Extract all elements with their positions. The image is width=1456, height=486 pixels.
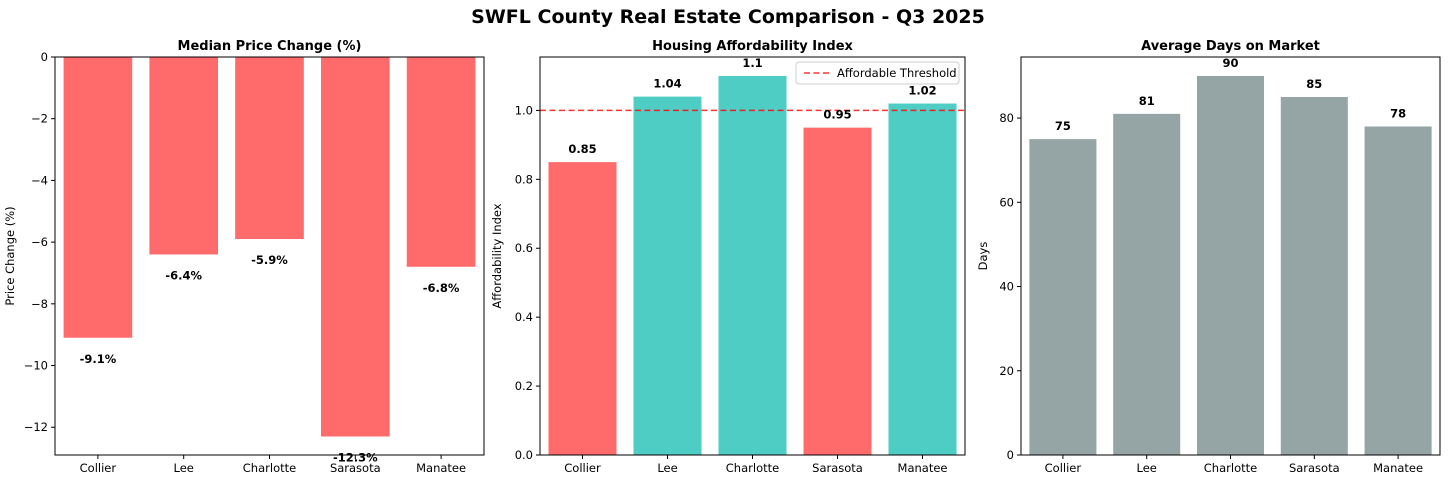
subplot-1: Median Price Change (%)-9.1%-6.4%-5.9%-1… — [3, 39, 485, 475]
subplot-3: Average Days on Market 75 81 90 85 78 0 20 40 60 8… — [976, 39, 1441, 475]
data-label-lee: -6.4% — [165, 268, 202, 282]
subplots: Median Price Change (%)-9.1%-6.4%-5.9%-1… — [3, 39, 1441, 475]
legend-box — [795, 61, 960, 85]
x-tick-label: Charlotte — [243, 461, 296, 475]
bar-charlotte — [1196, 75, 1265, 455]
subplot-title: Housing Affordability Index — [652, 39, 853, 54]
data-label-charlotte: -5.9% — [251, 253, 288, 267]
x-tick-label: Manatee — [1373, 461, 1423, 475]
data-label-lee: 81 — [1139, 94, 1155, 108]
x-tick-label: Collier — [1045, 461, 1082, 475]
y-tick-label: −4 — [31, 173, 48, 187]
data-label-manatee: 1.02 — [908, 84, 936, 98]
bar-charlotte — [718, 75, 787, 455]
bar-lee — [1113, 113, 1181, 455]
figure-title: SWFL County Real Estate Comparison - Q3 … — [471, 6, 985, 28]
bar-manatee — [888, 103, 957, 456]
y-tick-label: −2 — [31, 112, 48, 126]
y-tick-label: −10 — [24, 359, 48, 373]
y-tick-label: 80 — [999, 111, 1014, 125]
legend-threshold-label: Affordable Threshold — [837, 66, 957, 80]
y-tick-label: 0.2 — [515, 379, 533, 393]
y-tick-label: 0 — [1007, 448, 1014, 462]
x-tick-label: Charlotte — [1204, 461, 1257, 475]
subplot-title: Average Days on Market — [1141, 39, 1320, 54]
y-tick-label: −6 — [31, 235, 48, 249]
y-tick-label: −12 — [24, 420, 48, 434]
x-tick-label: Sarasota — [812, 461, 863, 475]
y-axis-label: Days — [976, 242, 990, 271]
x-tick-label: Lee — [1137, 461, 1157, 475]
bar-lee — [149, 57, 219, 255]
x-tick-label: Manatee — [898, 461, 948, 475]
data-label-lee: 1.04 — [653, 77, 681, 91]
y-tick-label: 0.6 — [515, 241, 533, 255]
x-tick-label: Sarasota — [330, 461, 381, 475]
data-label-manatee: -6.8% — [423, 281, 460, 295]
x-tick-label: Lee — [657, 461, 677, 475]
y-tick-label: −8 — [31, 297, 48, 311]
y-axis-label: Price Change (%) — [3, 206, 17, 305]
data-label-collier: 75 — [1055, 119, 1071, 133]
legend: Affordable Threshold — [795, 61, 960, 85]
bar-sarasota — [803, 127, 872, 456]
bar-collier — [548, 162, 617, 456]
bar-lee — [633, 96, 702, 455]
bar-manatee — [406, 57, 476, 267]
y-tick-label: 20 — [999, 364, 1014, 378]
bar-collier — [63, 57, 133, 338]
bar-sarasota — [320, 57, 390, 437]
x-tick-label: Collier — [80, 461, 117, 475]
bar-charlotte — [235, 57, 304, 240]
subplot-2: Housing Affordability Index 0.85 1.04 1.1 0.… — [490, 39, 966, 475]
x-tick-label: Lee — [174, 461, 194, 475]
x-tick-label: Sarasota — [1289, 461, 1340, 475]
x-tick-label: Collier — [564, 461, 601, 475]
bar-sarasota — [1280, 97, 1348, 455]
y-axis-label: Affordability Index — [490, 203, 504, 308]
data-label-collier: 0.85 — [568, 142, 596, 156]
data-label-charlotte: 90 — [1222, 56, 1238, 70]
y-tick-label: 0.0 — [515, 448, 533, 462]
x-tick-label: Manatee — [416, 461, 466, 475]
y-tick-label: 0 — [41, 50, 48, 64]
data-label-charlotte: 1.1 — [742, 56, 762, 70]
y-tick-label: 0.8 — [515, 172, 533, 186]
data-label-manatee: 78 — [1390, 106, 1406, 120]
data-label-collier: -9.1% — [80, 352, 117, 366]
data-label-sarasota: 0.95 — [823, 108, 851, 122]
y-tick-label: 60 — [999, 195, 1014, 209]
bar-collier — [1029, 139, 1097, 455]
subplot-title: Median Price Change (%) — [178, 39, 362, 54]
x-tick-label: Charlotte — [726, 461, 779, 475]
data-label-sarasota: 85 — [1306, 77, 1322, 91]
bar-manatee — [1364, 126, 1432, 455]
y-tick-label: 0.4 — [515, 310, 533, 324]
y-tick-label: 1.0 — [515, 103, 533, 117]
y-tick-label: 40 — [999, 280, 1014, 294]
